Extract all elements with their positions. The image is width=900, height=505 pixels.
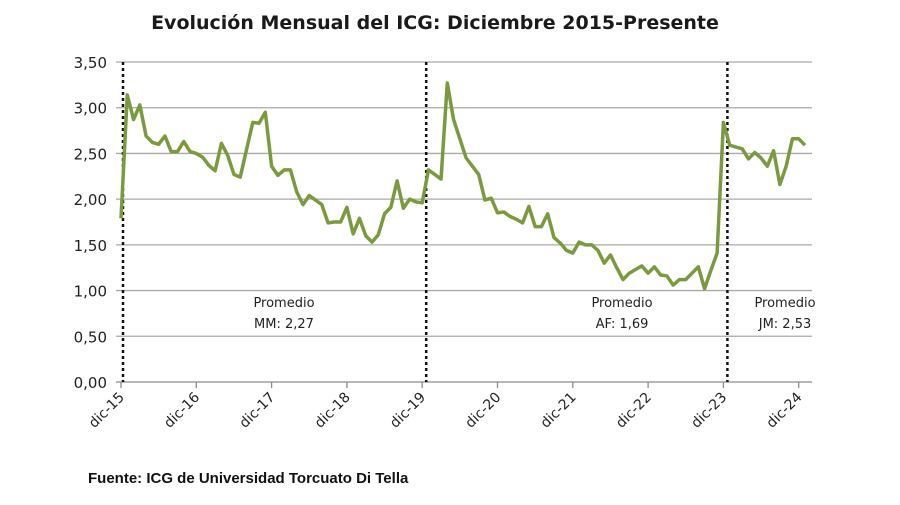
x-tick-label: dic-16 — [161, 389, 203, 431]
y-tick-label: 2,50 — [74, 145, 107, 163]
annotation-value: AF: 1,69 — [596, 317, 649, 332]
y-tick-label: 1,00 — [74, 283, 107, 301]
x-tick-label: dic-18 — [312, 390, 354, 432]
x-tick-label: dic-19 — [387, 390, 429, 432]
y-tick-label: 0,00 — [74, 374, 107, 392]
x-tick-label: dic-22 — [613, 390, 655, 432]
y-tick-label: 1,50 — [74, 237, 107, 255]
y-tick-label: 3,50 — [74, 54, 107, 72]
annotation-value: MM: 2,27 — [254, 317, 314, 332]
x-tick-label: dic-15 — [86, 390, 128, 432]
icg-series-line — [119, 81, 807, 291]
y-tick-label: 2,00 — [74, 191, 107, 209]
x-tick-label: dic-17 — [236, 390, 278, 432]
x-tick-label: dic-23 — [688, 390, 730, 432]
chart-title: Evolución Mensual del ICG: Diciembre 201… — [151, 12, 719, 34]
annotation-value: JM: 2,53 — [758, 317, 812, 332]
source-note: Fuente: ICG de Universidad Torcuato Di T… — [88, 470, 409, 487]
y-tick-label: 0,50 — [74, 328, 107, 346]
y-tick-label: 3,00 — [74, 100, 107, 118]
x-tick-label: dic-21 — [538, 390, 580, 432]
annotation-label: Promedio — [591, 296, 652, 311]
annotation-label: Promedio — [253, 296, 314, 311]
x-tick-label: dic-20 — [462, 390, 504, 432]
x-tick-label: dic-24 — [764, 389, 806, 431]
annotation-label: Promedio — [754, 296, 815, 311]
